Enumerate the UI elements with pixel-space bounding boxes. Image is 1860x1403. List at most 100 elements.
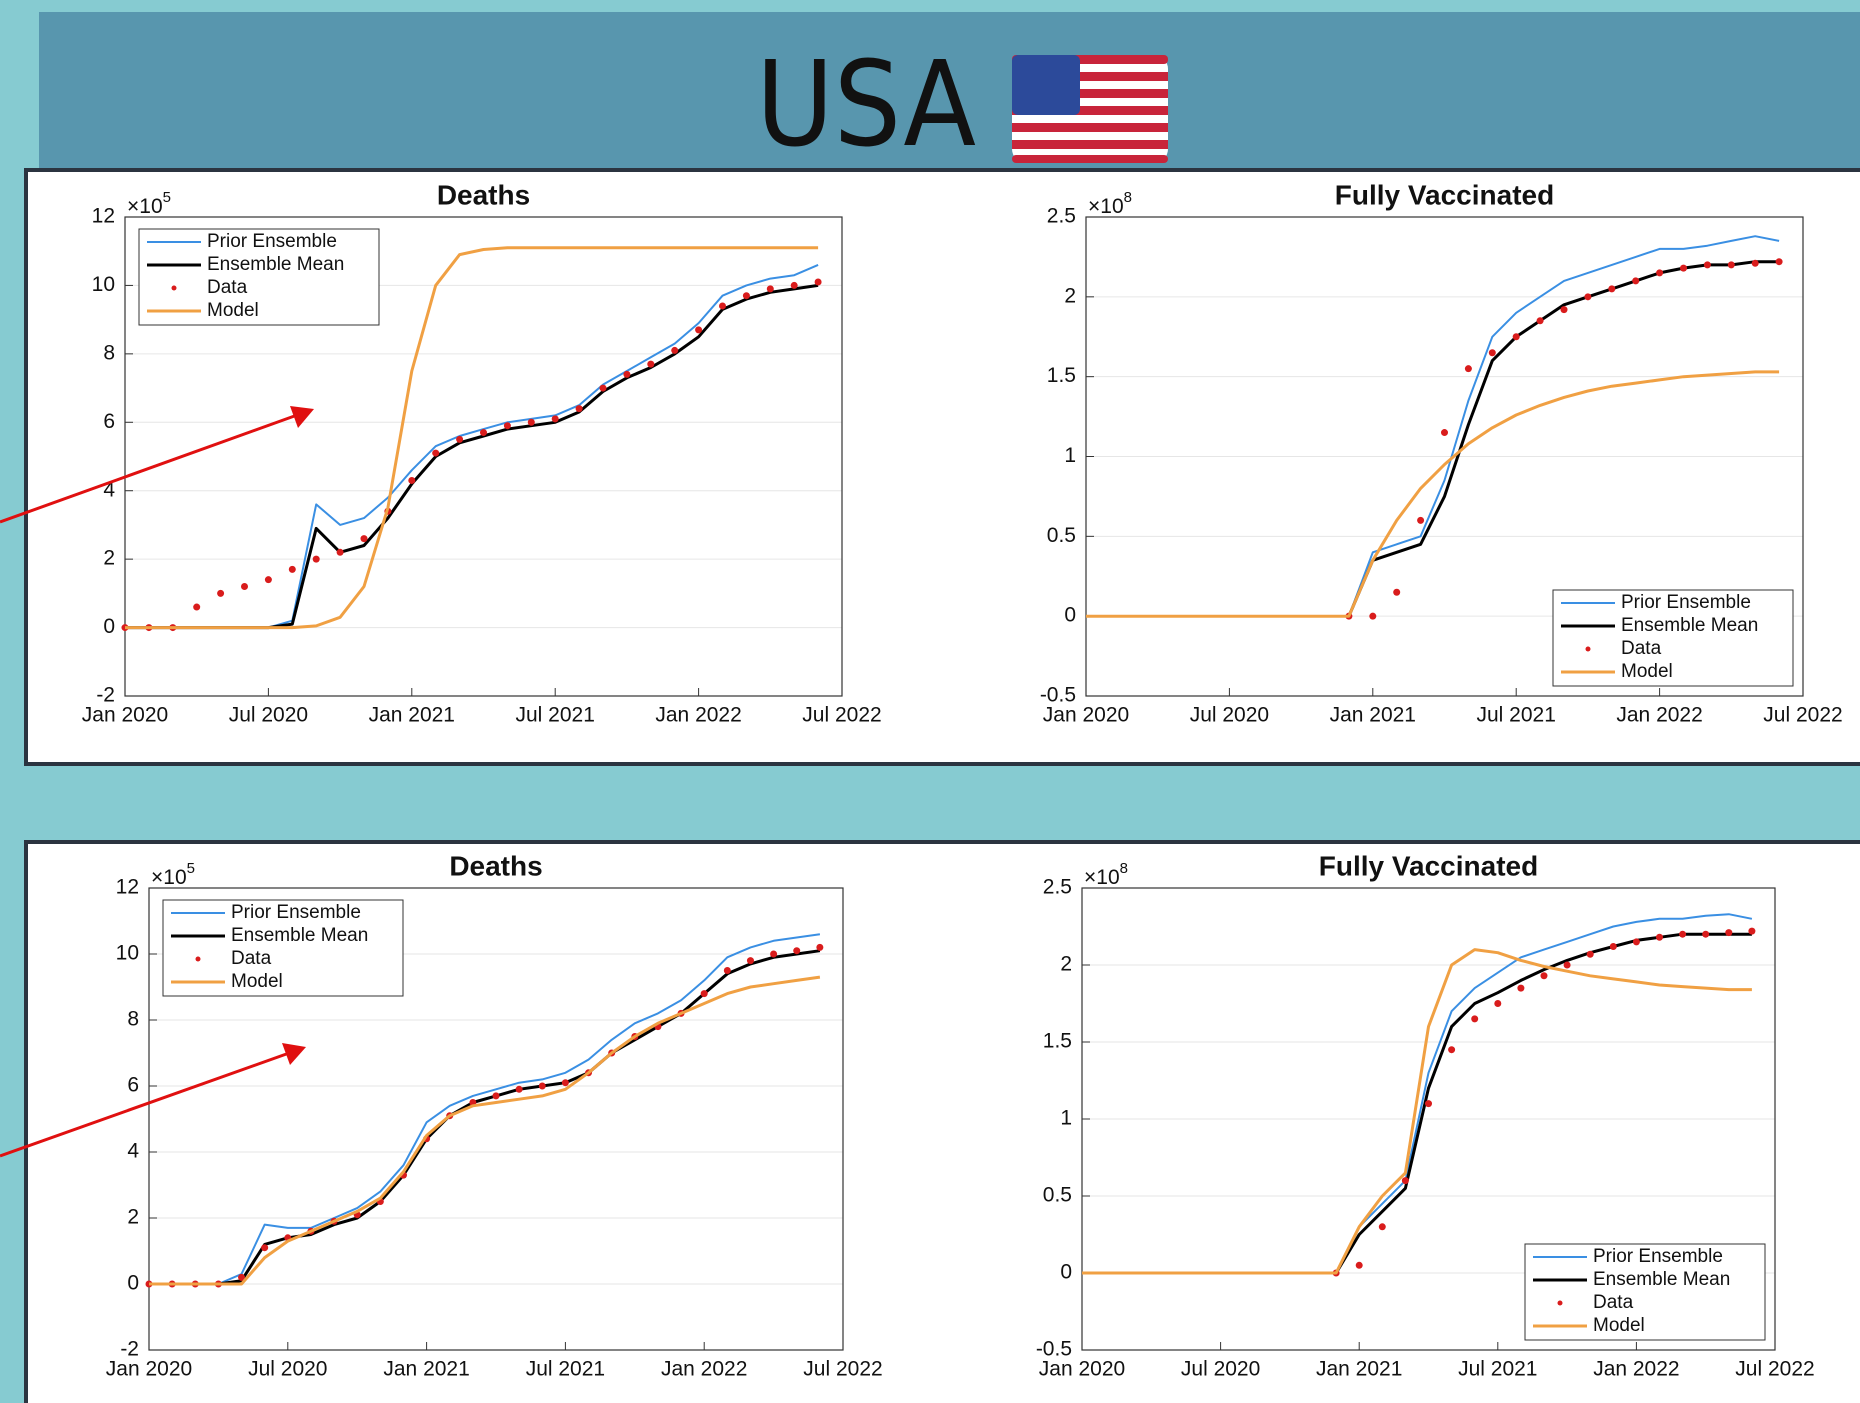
data-point	[1632, 938, 1640, 946]
y-tick-label: 2	[1064, 284, 1076, 307]
data-point	[1609, 943, 1617, 951]
chart: -0.5 0 0.5 1 1.5 2 2.5 Jan 2020 Jul 2020 Jan 2021…	[1036, 850, 1815, 1380]
data-point	[770, 950, 778, 958]
series-line	[1082, 948, 1752, 1275]
flag-icon	[1012, 55, 1168, 163]
x-tick-label: Jan 2022	[655, 704, 741, 727]
legend-label: Prior Ensemble	[207, 231, 337, 252]
axis-multiplier: ×105	[127, 189, 171, 218]
chart: -0.5 0 0.5 1 1.5 2 2.5 Jan 2020 Jul 2020 Jan 2021…	[1040, 179, 1843, 726]
x-tick-label: Jan 2022	[1616, 704, 1702, 727]
series-line	[125, 246, 819, 630]
legend-swatch	[1557, 1300, 1563, 1306]
data-point	[1656, 933, 1663, 941]
arrow-head	[282, 1043, 306, 1065]
data-point	[1494, 1000, 1502, 1007]
data-point	[671, 346, 679, 354]
legend-label: Ensemble Mean	[231, 925, 368, 946]
y-tick-label: 0.5	[1047, 524, 1076, 547]
data-point	[312, 555, 320, 563]
y-tick-label: 10	[92, 273, 115, 296]
y-tick-label: 2	[127, 1206, 139, 1229]
series-line	[149, 949, 821, 1286]
legend-box	[1524, 1243, 1766, 1341]
y-tick-label: 2.5	[1047, 205, 1076, 228]
data-point	[1536, 317, 1544, 325]
data-point	[503, 422, 511, 430]
legend-label: Ensemble Mean	[207, 254, 344, 275]
data-point	[1401, 1177, 1409, 1185]
x-tick-label: Jan 2020	[106, 1358, 192, 1381]
axis-multiplier: ×105	[151, 860, 195, 889]
y-tick-label: 10	[116, 942, 139, 965]
y-tick-label: -2	[96, 684, 115, 707]
data-point	[1464, 365, 1472, 373]
x-tick-label: Jul 2022	[1763, 704, 1842, 727]
x-tick-label: Jul 2021	[1458, 1358, 1537, 1381]
plot-frame	[148, 887, 844, 1351]
x-tick-label: Jul 2022	[802, 704, 881, 727]
y-tick-label: 12	[116, 876, 139, 899]
chart-title: Fully Vaccinated	[1335, 179, 1554, 210]
x-tick-label: Jan 2020	[1043, 704, 1129, 727]
x-tick-label: Jan 2020	[82, 704, 168, 727]
arrow	[0, 1050, 293, 1158]
legend-label: Data	[231, 948, 272, 969]
data-point	[1632, 277, 1640, 285]
x-tick-label: Jul 2021	[515, 704, 594, 727]
multiplier-exponent: 8	[1124, 189, 1132, 206]
y-tick-label: 6	[103, 410, 115, 433]
legend-label: Model	[1593, 1315, 1645, 1336]
y-tick-label: -0.5	[1036, 1338, 1072, 1361]
chart-title: Deaths	[449, 850, 542, 881]
x-tick-label: Jan 2022	[1593, 1358, 1679, 1381]
plot-frame	[124, 216, 843, 697]
y-tick-label: 0	[103, 615, 115, 638]
arrow	[0, 412, 301, 524]
arrow-head	[290, 406, 314, 428]
data-point	[1369, 612, 1377, 620]
data-point	[1488, 349, 1496, 357]
data-point	[238, 1273, 246, 1281]
data-point	[700, 990, 708, 998]
data-point	[793, 947, 801, 955]
data-point	[1608, 285, 1616, 293]
plot-frame	[1081, 887, 1776, 1351]
legend-label: Ensemble Mean	[1621, 615, 1758, 636]
data-point	[1725, 929, 1733, 937]
y-tick-label: 2	[1060, 953, 1072, 976]
data-point	[1393, 588, 1401, 596]
data-point	[742, 292, 750, 300]
header-band	[39, 12, 1860, 172]
data-point	[241, 583, 248, 591]
legend-swatch	[1585, 646, 1591, 652]
data-point	[1751, 259, 1759, 267]
data-point	[1425, 1100, 1432, 1108]
x-tick-label: Jan 2021	[383, 1358, 469, 1381]
data-point	[264, 576, 272, 584]
multiplier-base: ×10	[1088, 195, 1124, 218]
data-point	[480, 429, 487, 437]
y-tick-label: 0	[1060, 1261, 1072, 1284]
data-point	[1748, 927, 1756, 935]
legend-label: Data	[207, 277, 248, 298]
data-point	[1586, 950, 1594, 958]
data-point	[1702, 930, 1710, 938]
data-point	[432, 449, 440, 457]
y-tick-label: 8	[103, 341, 115, 364]
legend-label: Prior Ensemble	[231, 902, 361, 923]
data-point	[527, 418, 535, 426]
y-tick-label: 6	[127, 1074, 139, 1097]
data-point	[623, 370, 631, 378]
y-tick-label: 0.5	[1043, 1184, 1072, 1207]
x-tick-label: Jan 2021	[369, 704, 455, 727]
chart-title: Deaths	[437, 179, 530, 210]
data-point	[1680, 264, 1687, 272]
x-tick-label: Jul 2021	[526, 1358, 605, 1381]
